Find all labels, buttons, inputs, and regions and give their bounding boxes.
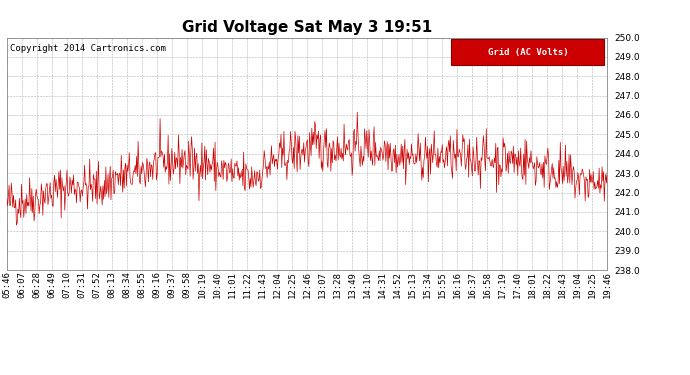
Text: Copyright 2014 Cartronics.com: Copyright 2014 Cartronics.com: [10, 45, 166, 54]
Text: Grid (AC Volts): Grid (AC Volts): [488, 48, 569, 57]
FancyBboxPatch shape: [451, 39, 604, 65]
Title: Grid Voltage Sat May 3 19:51: Grid Voltage Sat May 3 19:51: [182, 20, 432, 35]
